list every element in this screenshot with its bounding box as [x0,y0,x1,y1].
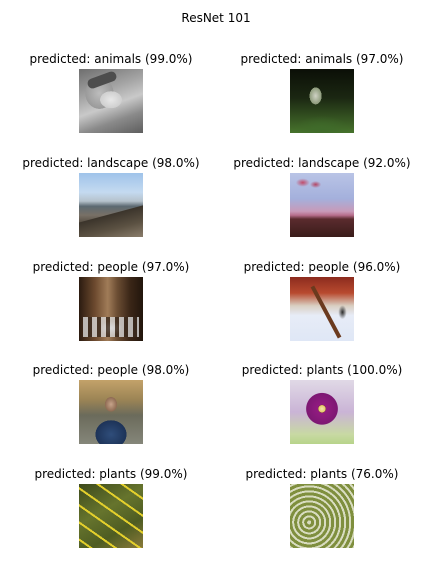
prediction-label: predicted: plants (100.0%) [241,363,403,377]
thumbnail-image [79,484,143,548]
prediction-label: predicted: people (97.0%) [32,260,190,274]
prediction-cell: predicted: plants (99.0%) [6,467,216,557]
prediction-label: predicted: animals (99.0%) [29,52,193,66]
prediction-label: predicted: people (98.0%) [32,363,190,377]
thumbnail-image [79,69,143,133]
prediction-label: predicted: plants (76.0%) [245,467,399,481]
prediction-label: predicted: plants (99.0%) [34,467,188,481]
prediction-label: predicted: landscape (98.0%) [22,156,200,170]
prediction-cell: predicted: people (97.0%) [6,260,216,350]
thumbnail-image [79,173,143,237]
prediction-cell: predicted: people (98.0%) [6,363,216,453]
figure-title: ResNet 101 [181,11,251,25]
prediction-cell: predicted: plants (100.0%) [217,363,427,453]
thumbnail-image [79,380,143,444]
thumbnail-image [290,173,354,237]
prediction-label: predicted: people (96.0%) [243,260,401,274]
thumbnail-image [79,277,143,341]
thumbnail-image [290,484,354,548]
prediction-cell: predicted: plants (76.0%) [217,467,427,557]
prediction-cell: predicted: landscape (92.0%) [217,156,427,246]
prediction-cell: predicted: animals (97.0%) [217,52,427,142]
prediction-label: predicted: animals (97.0%) [240,52,404,66]
prediction-label: predicted: landscape (92.0%) [233,156,411,170]
thumbnail-image [290,277,354,341]
prediction-cell: predicted: people (96.0%) [217,260,427,350]
thumbnail-image [290,69,354,133]
prediction-cell: predicted: animals (99.0%) [6,52,216,142]
prediction-cell: predicted: landscape (98.0%) [6,156,216,246]
thumbnail-image [290,380,354,444]
